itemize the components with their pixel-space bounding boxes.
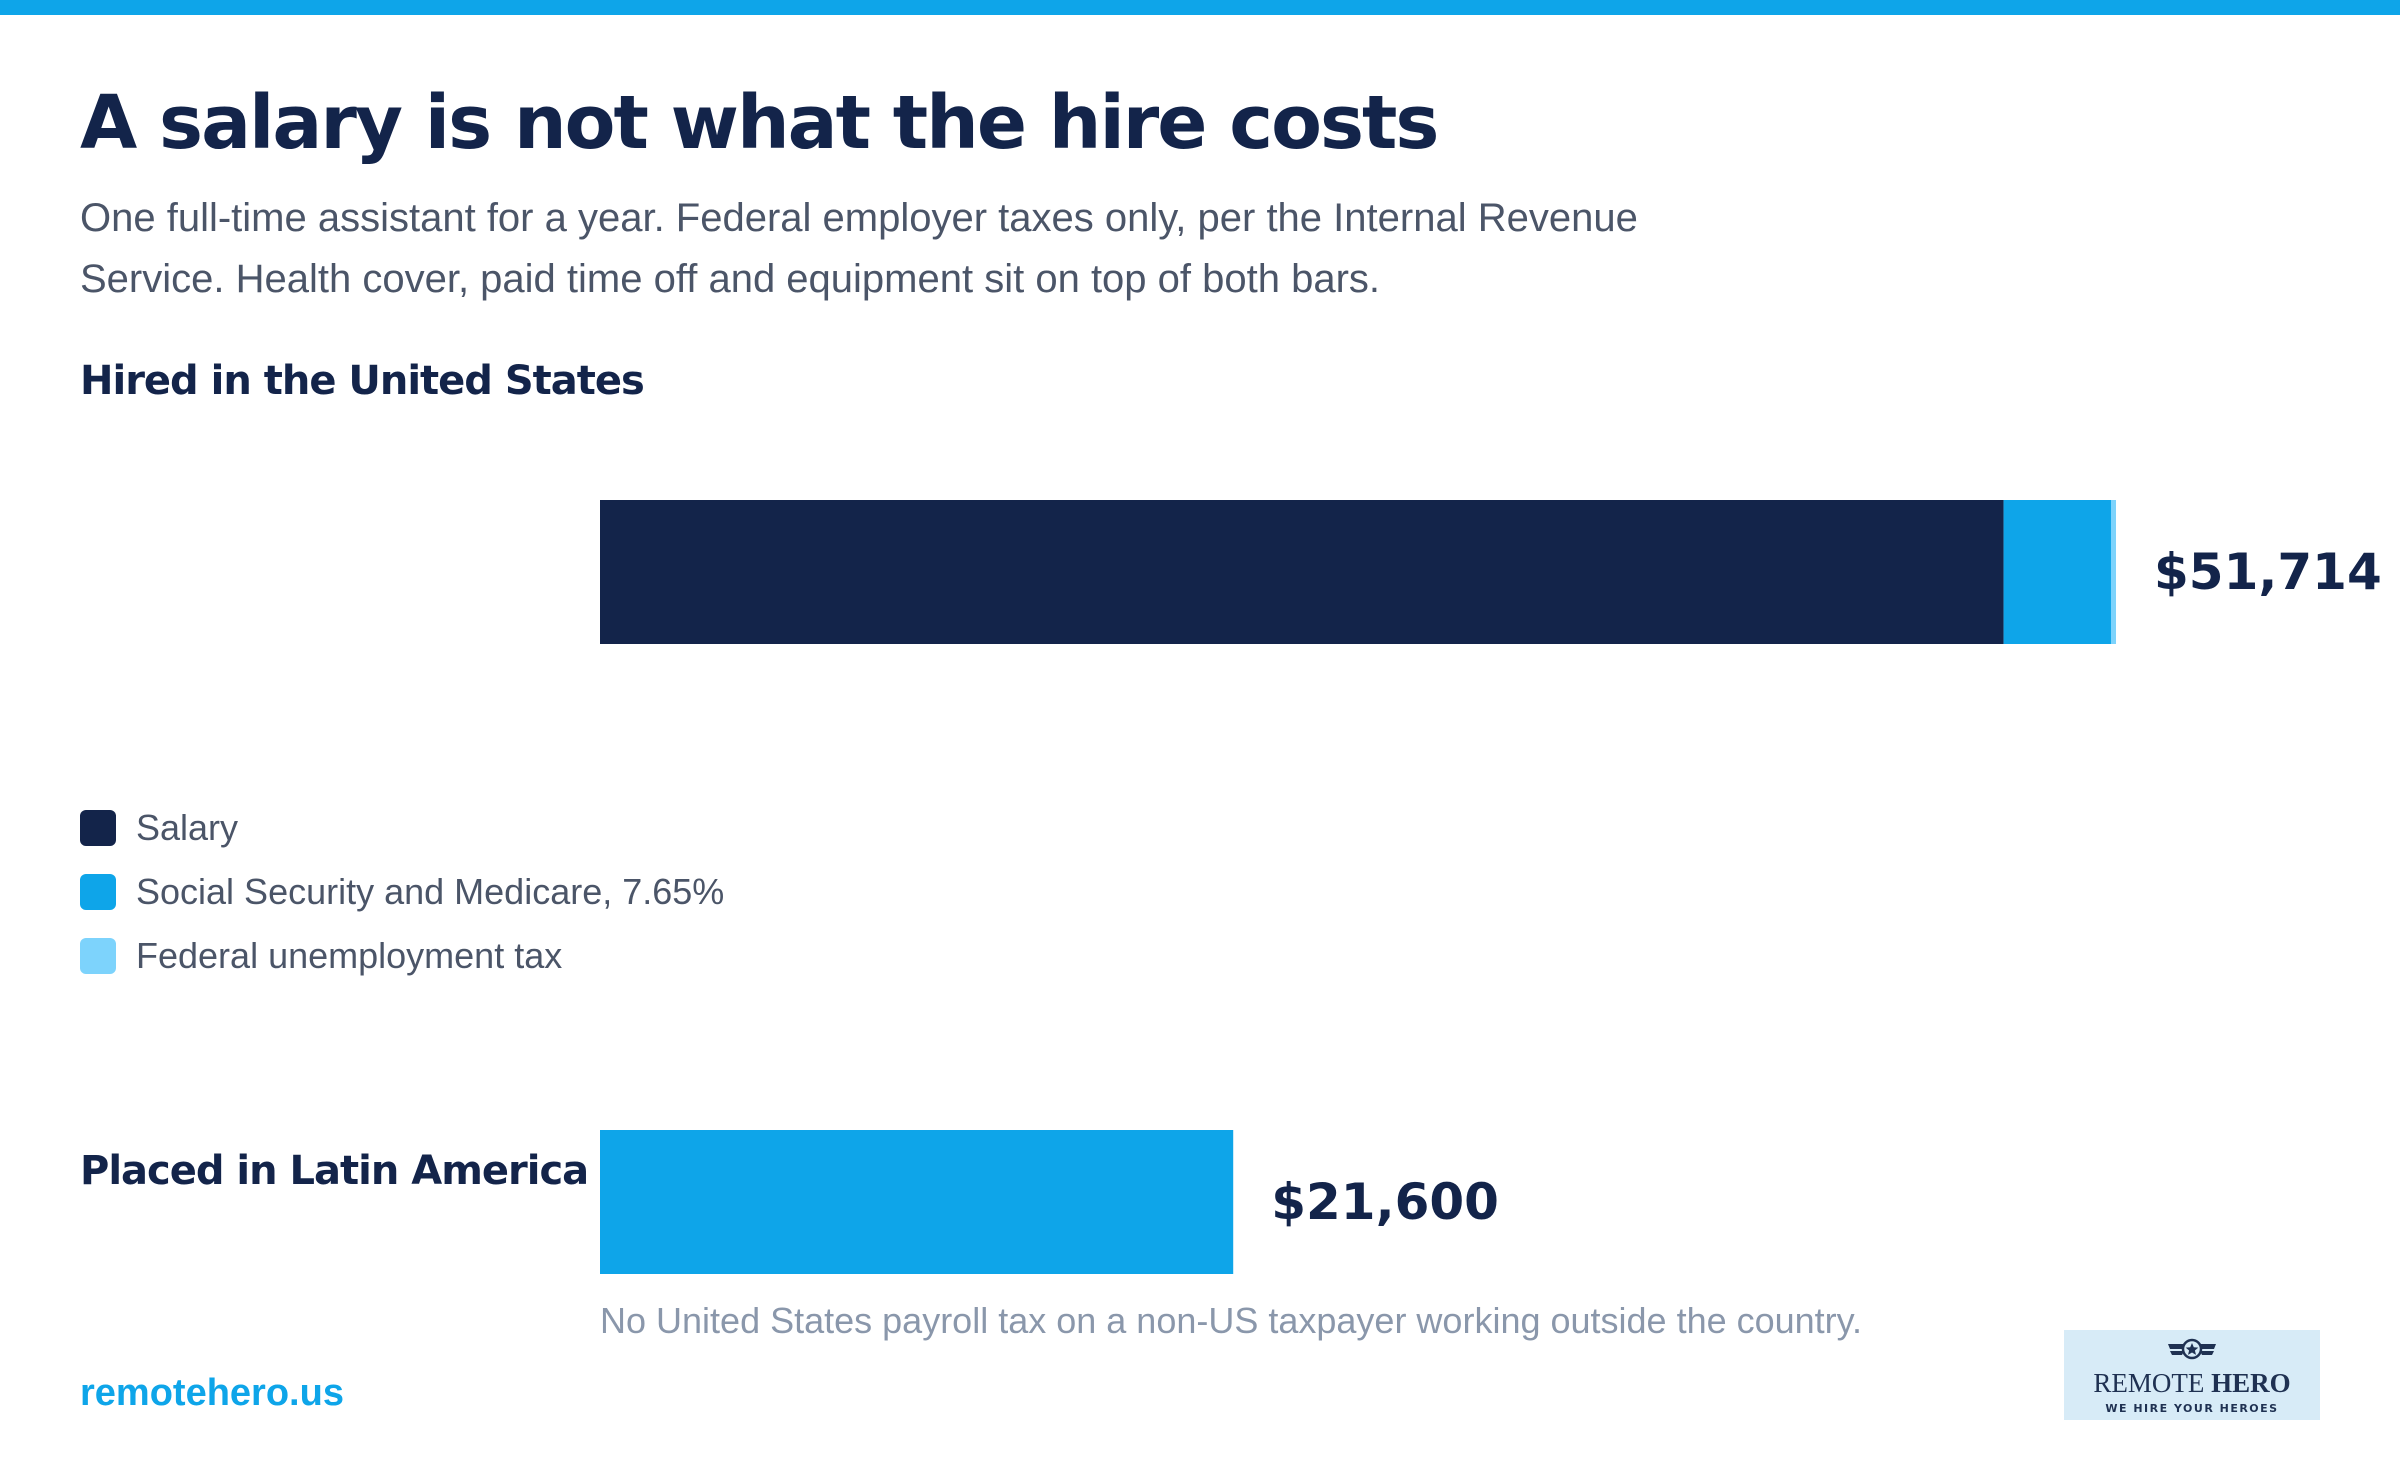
- latam-note: No United States payroll tax on a non-US…: [600, 1300, 1863, 1341]
- legend-label-social-security-medicare: Social Security and Medicare, 7.65%: [136, 871, 725, 912]
- top-accent-bar: [0, 0, 2400, 15]
- logo-tagline: WE HIRE YOUR HEROES: [2105, 1402, 2279, 1415]
- legend-swatch-federal-unemployment-tax: [80, 938, 116, 974]
- us-bar-segment-0: [600, 500, 2004, 644]
- legend-item-social-security-medicare: Social Security and Medicare, 7.65%: [80, 860, 724, 924]
- legend-item-salary: Salary: [80, 796, 724, 860]
- website-link[interactable]: remotehero.us: [80, 1372, 344, 1414]
- legend-swatch-salary: [80, 810, 116, 846]
- logo-name-hero: HERO: [2211, 1368, 2291, 1398]
- latam-bar-segment-0: [600, 1130, 1234, 1274]
- logo-wordmark: REMOTE HERO: [2064, 1368, 2320, 1399]
- chart-legend: Salary Social Security and Medicare, 7.6…: [80, 796, 724, 988]
- us-bar-segment-2: [2110, 500, 2116, 644]
- latam-bar-label: Placed in Latin America: [80, 1148, 589, 1194]
- legend-label-federal-unemployment-tax: Federal unemployment tax: [136, 935, 563, 976]
- legend-item-federal-unemployment-tax: Federal unemployment tax: [80, 924, 724, 988]
- us-bar-total-label: $51,714: [2154, 543, 2382, 601]
- us-bar-segment-1: [2003, 500, 2111, 644]
- remote-hero-logo: REMOTE HERO WE HIRE YOUR HEROES: [2064, 1330, 2320, 1420]
- logo-name-remote: REMOTE: [2093, 1368, 2205, 1398]
- legend-label-salary: Salary: [136, 807, 239, 848]
- winged-star-icon: [2168, 1338, 2216, 1360]
- page-title: A salary is not what the hire costs: [80, 80, 1439, 166]
- us-bar-label: Hired in the United States: [80, 358, 645, 404]
- latam-bar-total-label: $21,600: [1271, 1173, 1499, 1231]
- page-subtitle: One full-time assistant for a year. Fede…: [80, 196, 1638, 301]
- legend-swatch-social-security-medicare: [80, 874, 116, 910]
